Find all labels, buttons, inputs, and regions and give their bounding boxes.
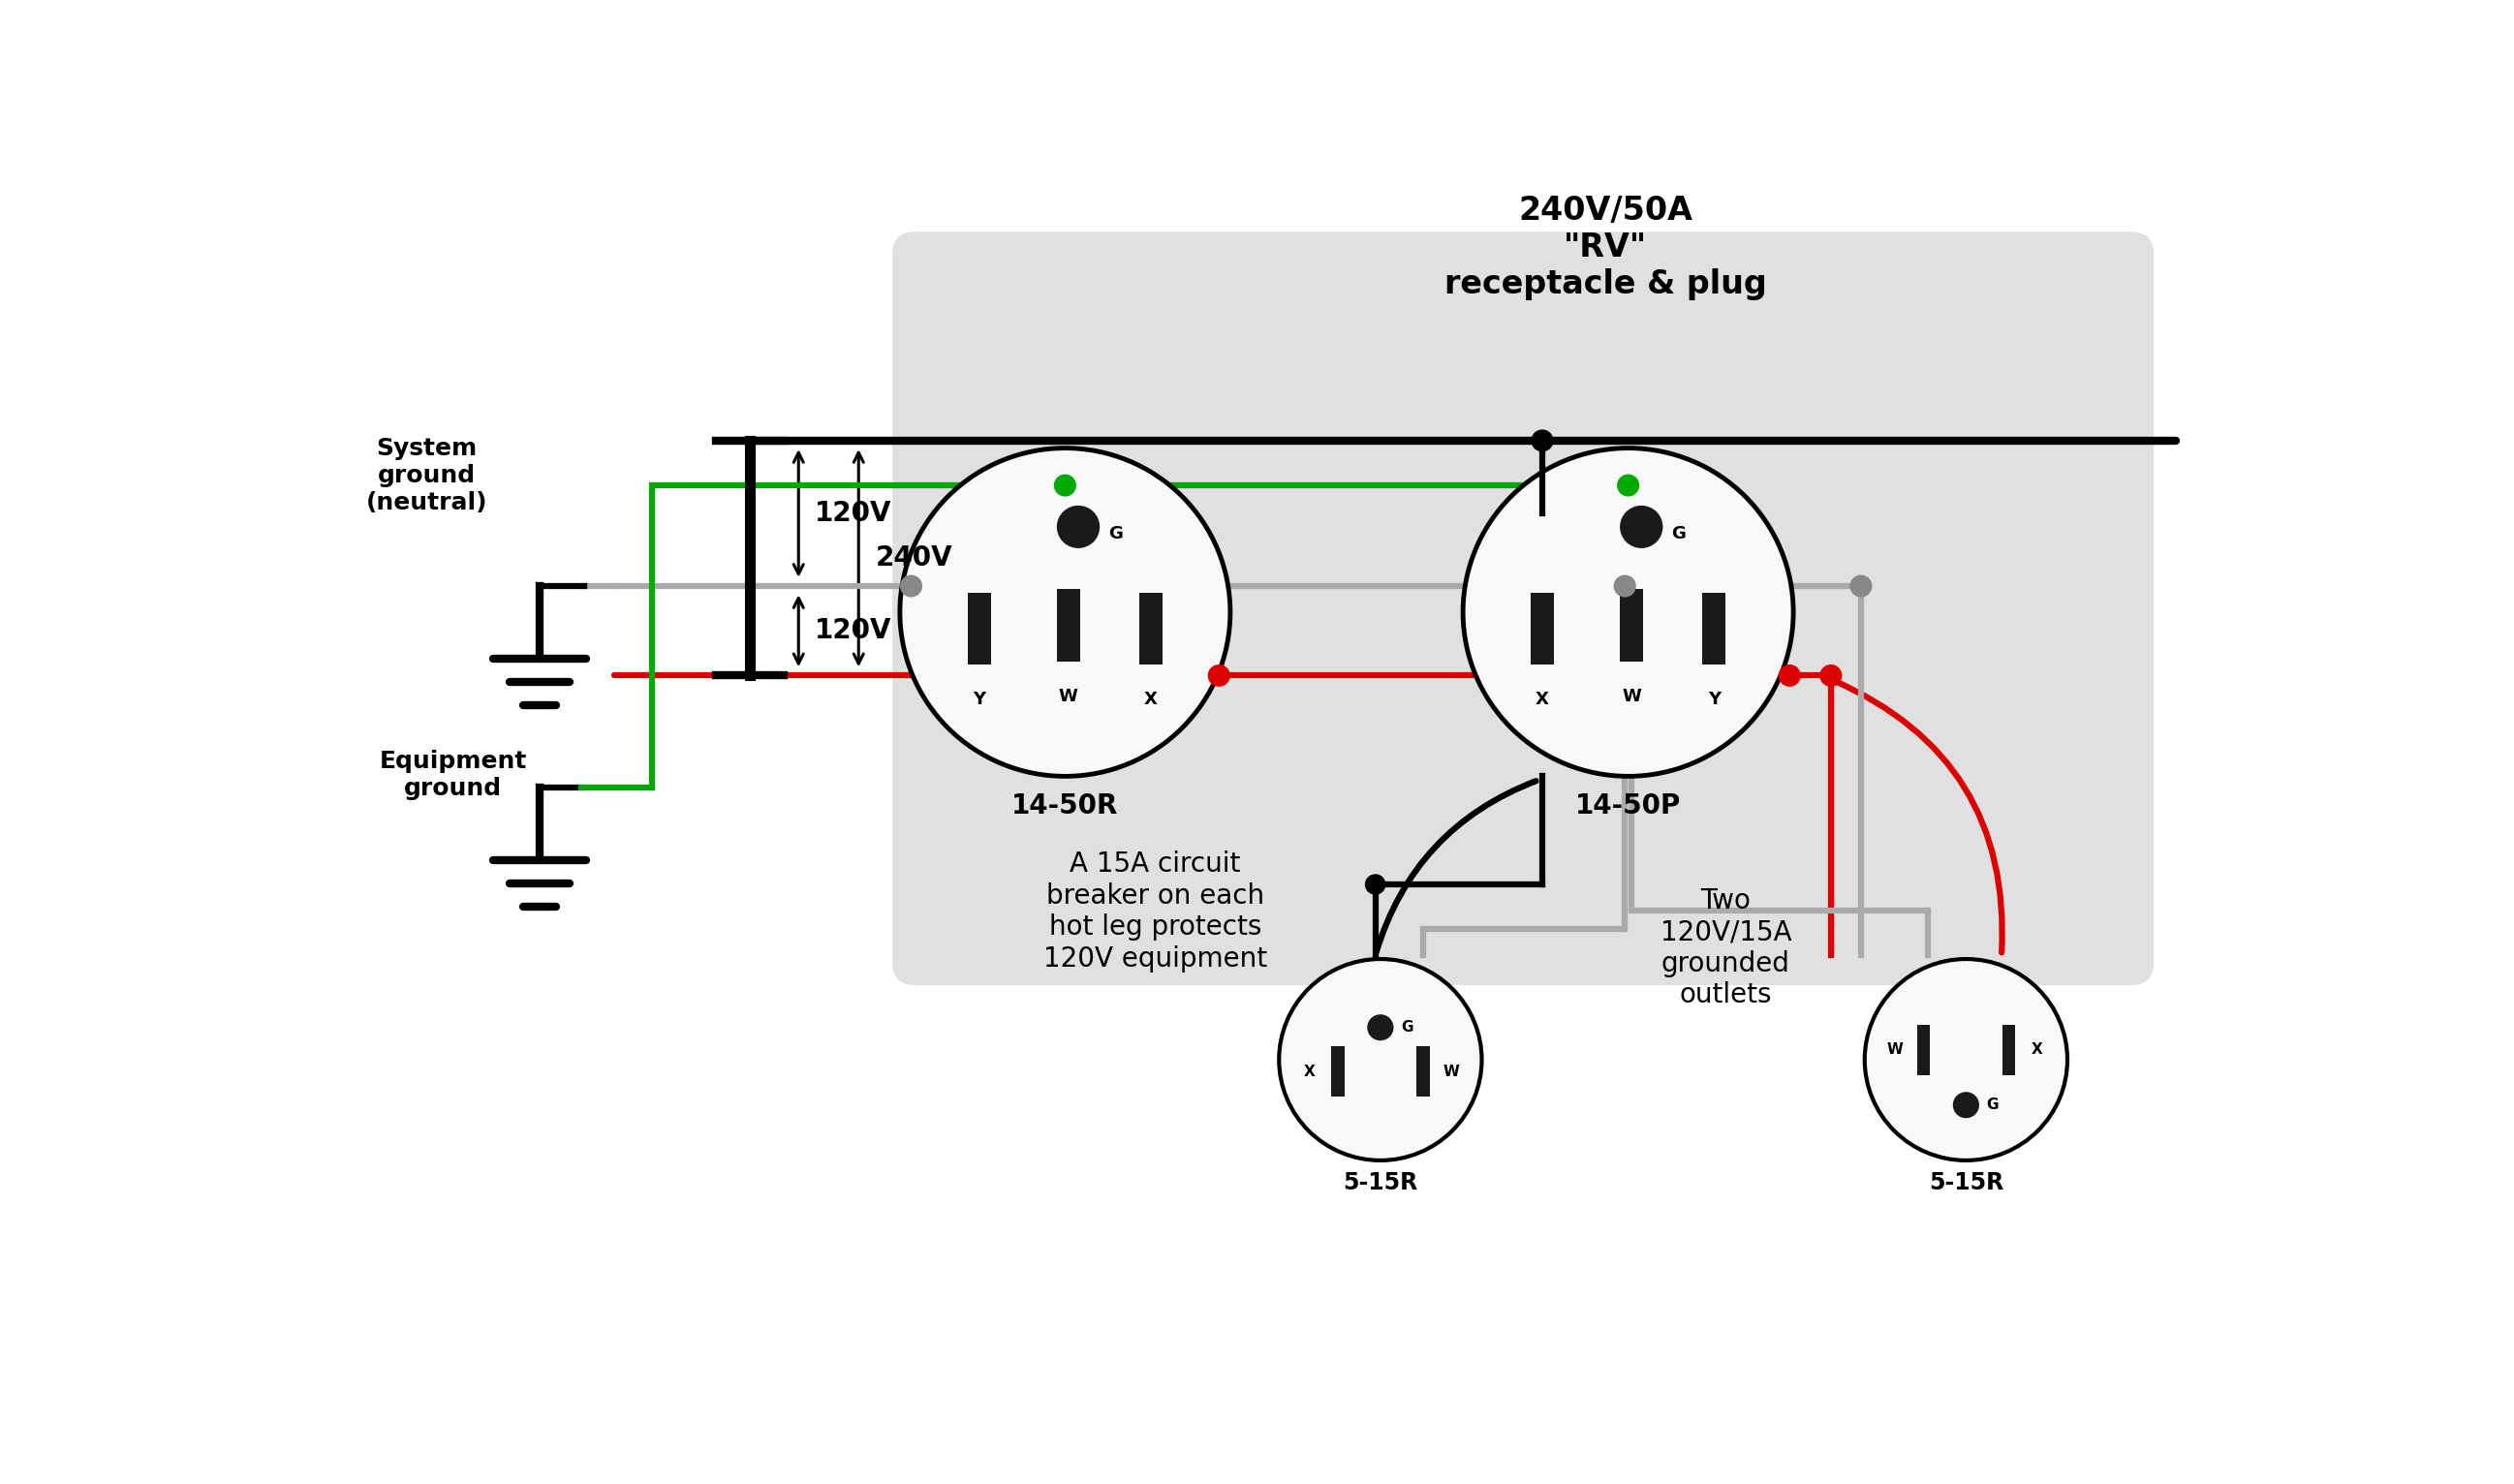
Circle shape [1209,665,1229,686]
Text: 240V: 240V [875,545,953,571]
Bar [1916,1024,1931,1074]
Circle shape [1820,665,1840,686]
Bar [1702,592,1725,665]
Circle shape [1617,475,1639,496]
Bar [1139,592,1161,665]
Bar [1415,1046,1430,1097]
Text: 14-50P: 14-50P [1576,792,1682,819]
Bar [1332,1046,1345,1097]
Text: W: W [1443,1064,1461,1079]
Text: Y: Y [1707,692,1720,708]
Circle shape [1850,576,1870,597]
Text: G: G [1109,525,1121,542]
Bar [2001,1024,2016,1074]
Circle shape [1053,475,1076,496]
Text: G: G [1986,1098,1999,1113]
Text: G: G [1672,525,1684,542]
Text: 120V: 120V [815,500,892,527]
Circle shape [1865,959,2067,1160]
Circle shape [1463,448,1792,776]
Text: A 15A circuit
breaker on each
hot leg protects
120V equipment: A 15A circuit breaker on each hot leg pr… [1043,850,1267,972]
Text: 240V/50A
"RV"
receptacle & plug: 240V/50A "RV" receptacle & plug [1446,194,1767,300]
Text: 5-15R: 5-15R [1342,1171,1418,1195]
Circle shape [1614,576,1637,597]
Circle shape [1780,665,1800,686]
Text: W: W [1058,687,1079,705]
Text: X: X [1144,692,1156,708]
Text: Equipment
ground: Equipment ground [380,751,528,800]
Text: W: W [1888,1042,1903,1057]
Text: 14-50R: 14-50R [1011,792,1119,819]
Text: X: X [1536,692,1549,708]
Circle shape [900,448,1229,776]
Text: System
ground
(neutral): System ground (neutral) [367,436,488,513]
Circle shape [1531,430,1554,451]
Text: X: X [1305,1064,1315,1079]
Circle shape [1619,506,1662,548]
Circle shape [1368,1015,1393,1040]
Bar [1531,592,1554,665]
Circle shape [1056,506,1099,548]
Text: G: G [1400,1020,1413,1034]
Text: 120V: 120V [815,617,892,644]
Text: Y: Y [973,692,985,708]
Bar [968,592,991,665]
Text: X: X [2031,1042,2044,1057]
Circle shape [1365,874,1385,895]
Text: 5-15R: 5-15R [1928,1171,2004,1195]
Text: Two
120V/15A
grounded
outlets: Two 120V/15A grounded outlets [1659,887,1792,1009]
Bar [1619,589,1644,662]
Circle shape [1280,959,1481,1160]
Text: W: W [1622,687,1642,705]
Bar [1056,589,1081,662]
FancyBboxPatch shape [892,232,2154,985]
Circle shape [900,576,923,597]
Circle shape [1953,1092,1979,1117]
